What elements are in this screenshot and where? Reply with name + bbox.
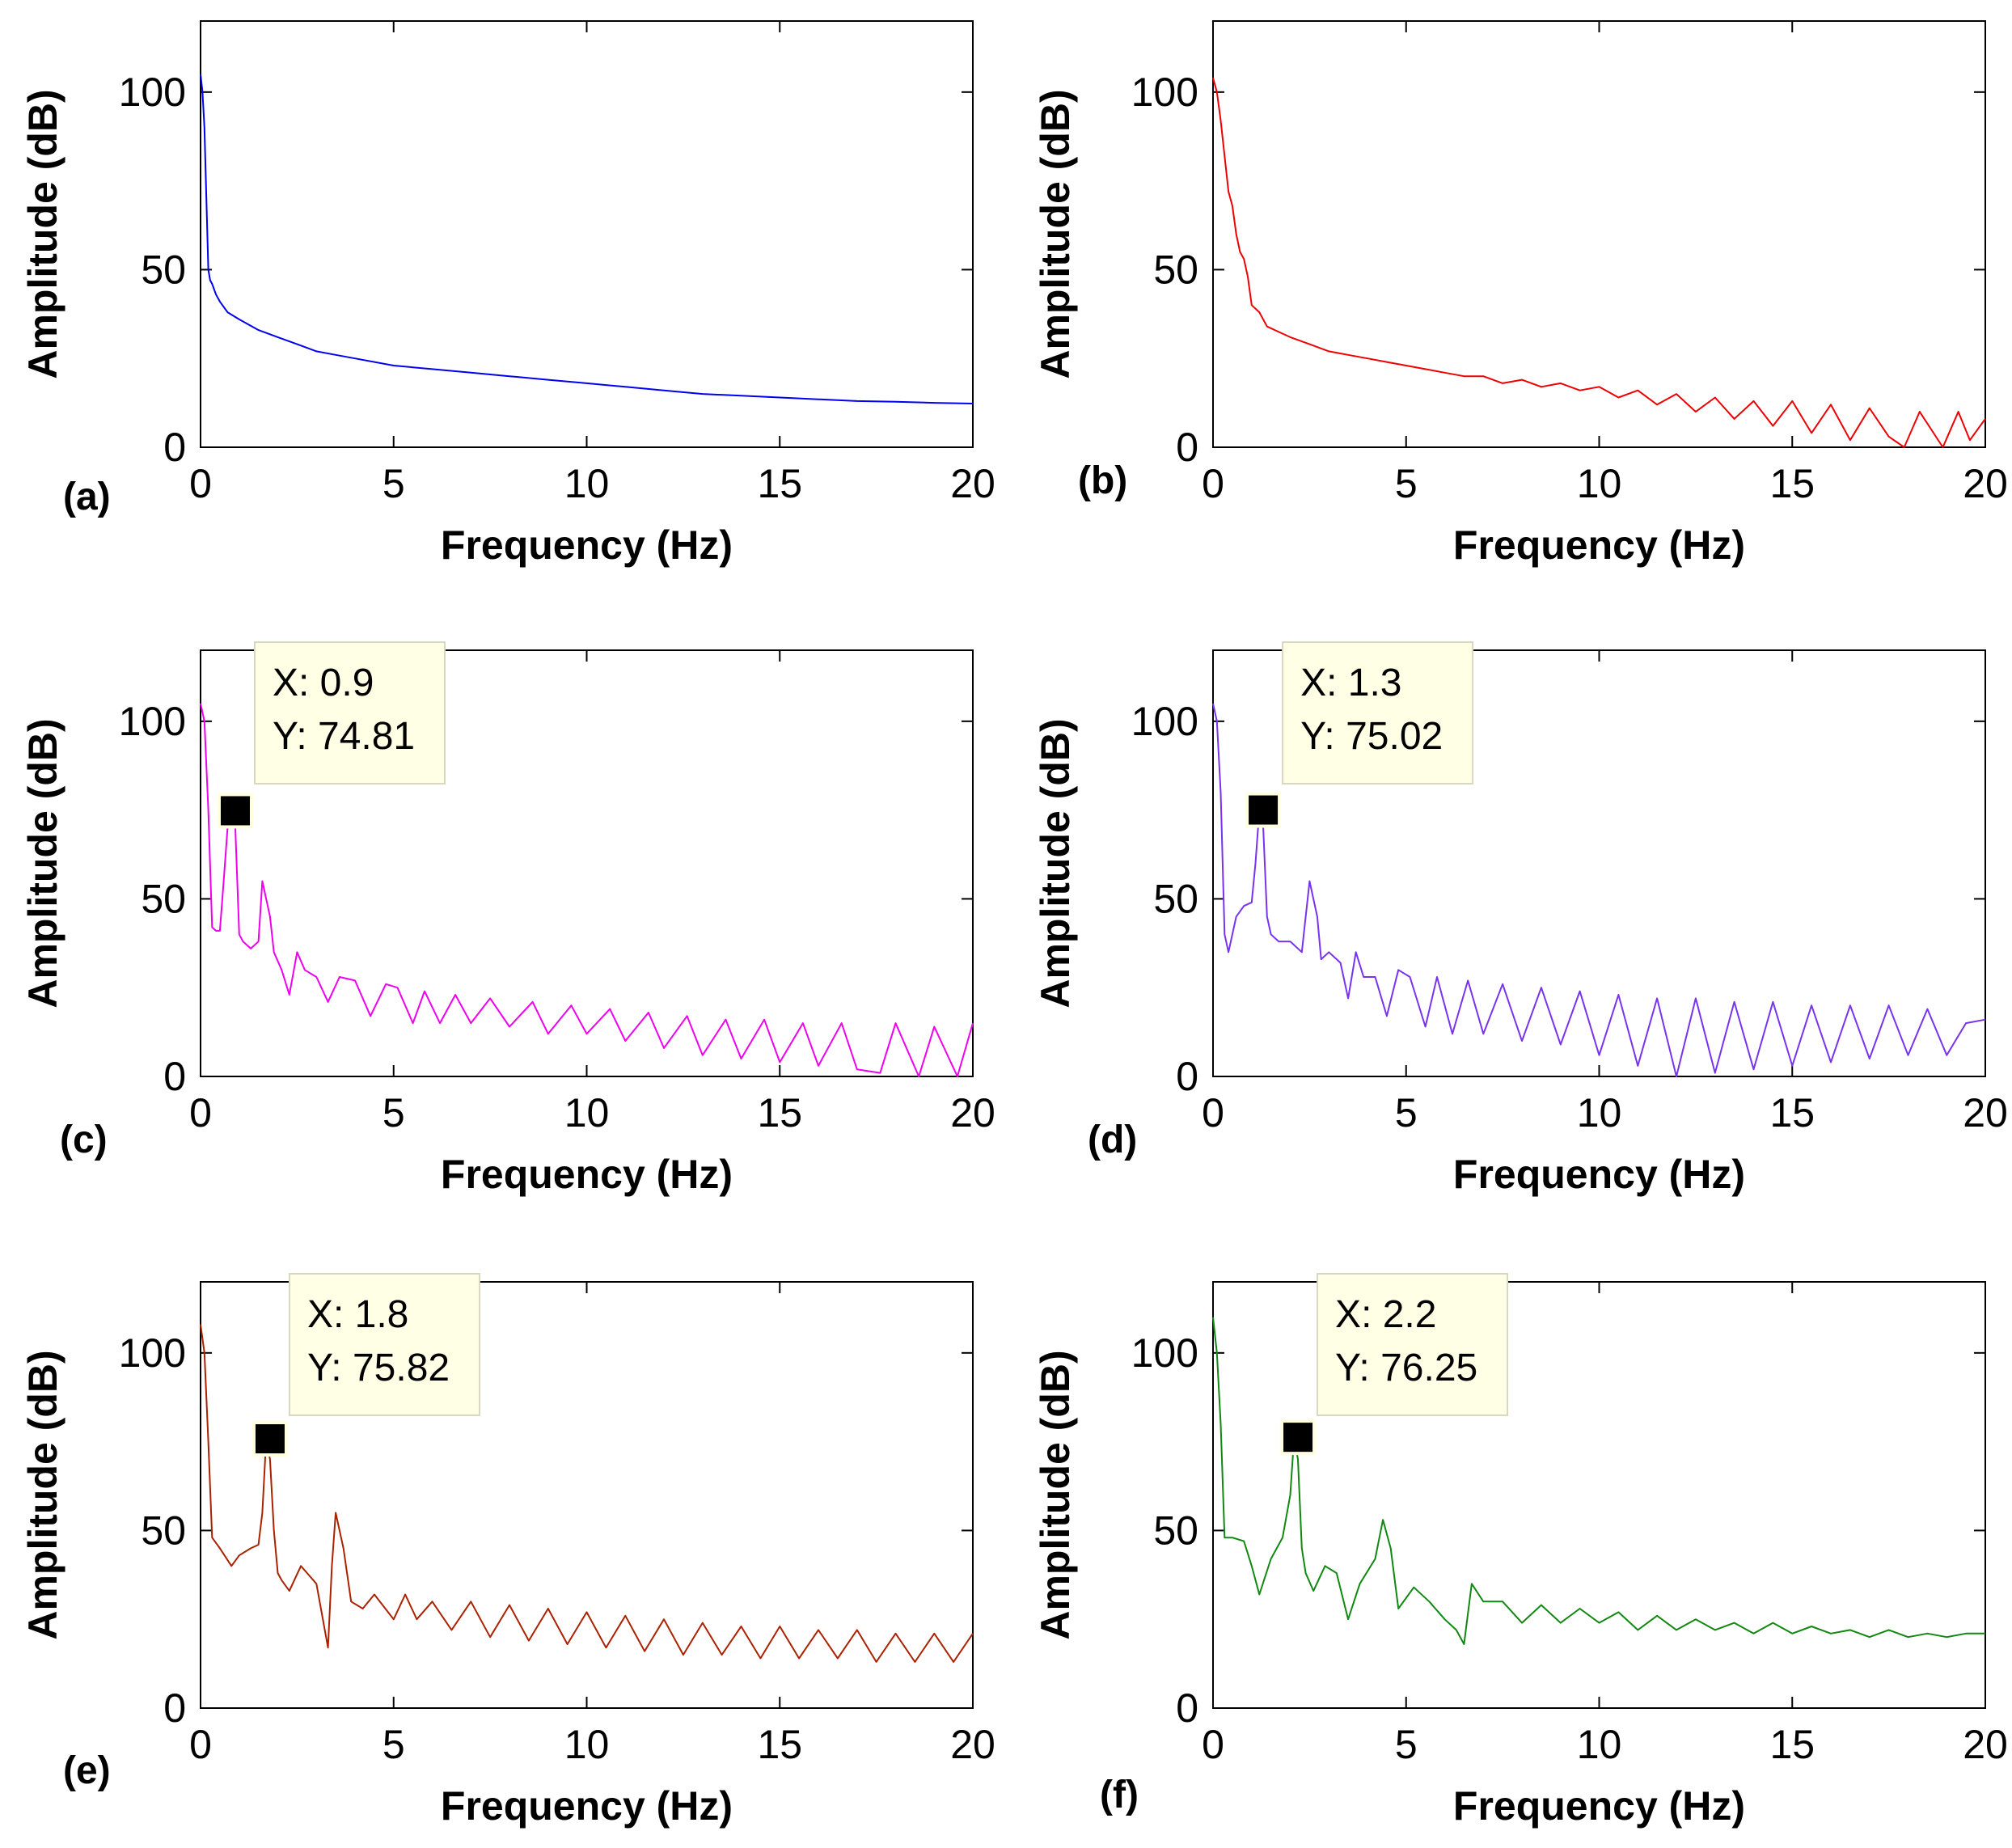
panel-label: (e) — [63, 1749, 111, 1792]
x-axis-label: Frequency (Hz) — [1453, 1783, 1745, 1829]
x-tick-label: 10 — [564, 1722, 610, 1767]
series-line — [1212, 78, 1986, 448]
x-tick-label: 20 — [1963, 1090, 2008, 1135]
x-tick-label: 0 — [189, 461, 212, 506]
y-tick-label: 100 — [1131, 1330, 1198, 1376]
x-axis-label: Frequency (Hz) — [441, 522, 733, 568]
datatip-box — [1282, 641, 1474, 784]
x-tick-label: 20 — [950, 1722, 995, 1767]
datatip-x-value: X: 1.8 — [307, 1293, 408, 1336]
chart-panel-5: 0 5 10 15 20 0 50 100 Frequency (Hz) Amplitude (d… — [20, 1273, 995, 1829]
y-axis-label: Amplitude (dB) — [20, 718, 66, 1008]
y-axis-label: Amplitude (dB) — [1033, 718, 1078, 1008]
panel-label: (c) — [60, 1119, 108, 1161]
datatip-box — [288, 1273, 480, 1416]
datatip-y-value: Y: 75.82 — [307, 1347, 450, 1389]
x-tick-label: 15 — [757, 1722, 802, 1767]
x-tick-label: 10 — [1577, 1090, 1622, 1135]
x-tick-label: 15 — [1769, 1722, 1815, 1767]
y-tick-label: 0 — [163, 425, 186, 470]
datatip-y-value: Y: 74.81 — [273, 715, 415, 758]
datatip-marker[interactable] — [255, 1424, 285, 1454]
chart-panel-6: 0 5 10 15 20 0 50 100 Frequency (Hz) Amplitude (d… — [1033, 1273, 2008, 1829]
datatip-x-value: X: 1.3 — [1300, 662, 1401, 704]
chart-panel-1: 0 5 10 15 20 0 50 100 Frequency (Hz) Amplitude (d… — [20, 20, 995, 568]
y-tick-label: 0 — [1176, 1054, 1198, 1099]
y-tick-label: 100 — [119, 70, 186, 115]
x-tick-label: 5 — [383, 461, 405, 506]
y-tick-label: 100 — [1131, 699, 1198, 744]
x-tick-label: 10 — [564, 1090, 610, 1135]
y-tick-label: 100 — [119, 1330, 186, 1376]
x-axis-label: Frequency (Hz) — [441, 1152, 733, 1197]
x-tick-label: 15 — [1769, 1090, 1815, 1135]
y-axis-label: Amplitude (dB) — [1033, 1350, 1078, 1639]
x-tick-label: 0 — [189, 1090, 212, 1135]
x-tick-label: 5 — [1395, 461, 1418, 506]
panel-label: (d) — [1088, 1119, 1137, 1161]
series-line — [200, 1324, 974, 1663]
datatip-y-value: Y: 75.02 — [1300, 715, 1443, 758]
panel-label: (b) — [1078, 459, 1127, 502]
x-axis-label: Frequency (Hz) — [1453, 1152, 1745, 1197]
series-line — [1212, 1317, 1985, 1645]
datatip-x-value: X: 2.2 — [1335, 1293, 1436, 1336]
y-axis-label: Amplitude (dB) — [20, 1350, 66, 1639]
x-tick-label: 0 — [1202, 1722, 1224, 1767]
x-tick-label: 20 — [1963, 461, 2008, 506]
y-tick-label: 0 — [1176, 425, 1198, 470]
x-tick-label: 15 — [1769, 461, 1815, 506]
series-line — [200, 703, 974, 1077]
x-tick-label: 0 — [1202, 1090, 1224, 1135]
x-tick-label: 15 — [757, 461, 802, 506]
datatip-marker[interactable] — [220, 796, 250, 826]
x-axis-label: Frequency (Hz) — [1453, 522, 1745, 568]
datatip-x-value: X: 0.9 — [273, 662, 374, 704]
y-tick-label: 100 — [119, 699, 186, 744]
x-tick-label: 0 — [1202, 461, 1224, 506]
x-tick-label: 20 — [1963, 1722, 2008, 1767]
y-tick-label: 50 — [1153, 876, 1198, 921]
x-tick-label: 5 — [1395, 1090, 1418, 1135]
chart-panel-3: 0 5 10 15 20 0 50 100 Frequency (Hz) Amplitude (d… — [20, 641, 995, 1197]
x-tick-label: 0 — [189, 1722, 212, 1767]
y-tick-label: 0 — [163, 1685, 186, 1731]
x-tick-label: 5 — [1395, 1722, 1418, 1767]
x-tick-label: 20 — [950, 1090, 995, 1135]
y-tick-label: 50 — [141, 1508, 186, 1553]
x-tick-label: 20 — [950, 461, 995, 506]
y-tick-label: 50 — [1153, 247, 1198, 292]
y-tick-label: 100 — [1131, 70, 1198, 115]
x-tick-label: 10 — [1577, 1722, 1622, 1767]
x-tick-label: 5 — [383, 1722, 405, 1767]
x-tick-label: 5 — [383, 1090, 405, 1135]
datatip-marker[interactable] — [1249, 795, 1279, 825]
y-axis-label: Amplitude (dB) — [1033, 89, 1078, 378]
datatip-marker[interactable] — [1283, 1423, 1313, 1453]
y-tick-label: 0 — [1176, 1685, 1198, 1731]
x-tick-label: 10 — [564, 461, 610, 506]
datatip-box — [253, 641, 446, 784]
y-axis-label: Amplitude (dB) — [20, 89, 66, 378]
datatip-box — [1317, 1273, 1509, 1416]
x-tick-label: 15 — [757, 1090, 802, 1135]
x-tick-label: 10 — [1577, 461, 1622, 506]
chart-panel-4: 0 5 10 15 20 0 50 100 Frequency (Hz) Amplitude (d… — [1033, 641, 2008, 1197]
panel-label: (a) — [63, 476, 111, 518]
series-line — [200, 74, 974, 404]
y-tick-label: 50 — [141, 876, 186, 921]
y-tick-label: 50 — [1153, 1508, 1198, 1553]
y-tick-label: 50 — [141, 247, 186, 292]
panel-label: (f) — [1100, 1774, 1139, 1816]
chart-panel-2: 0 5 10 15 20 0 50 100 Frequency (Hz) Amplitude (d… — [1033, 20, 2008, 568]
y-tick-label: 0 — [163, 1054, 186, 1099]
x-axis-label: Frequency (Hz) — [441, 1783, 733, 1829]
datatip-y-value: Y: 76.25 — [1335, 1347, 1477, 1389]
